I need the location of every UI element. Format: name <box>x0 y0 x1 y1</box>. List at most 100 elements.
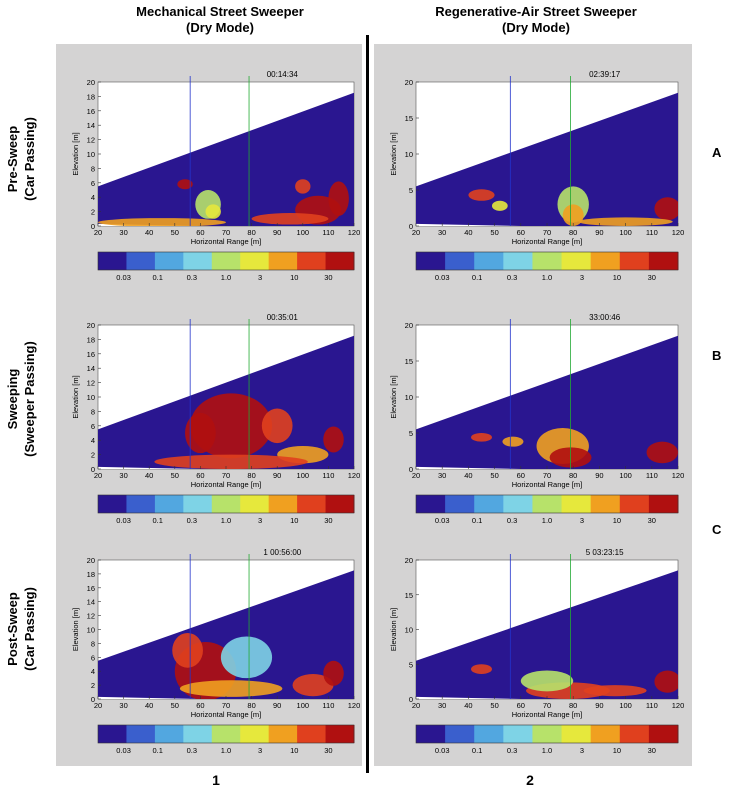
x-tick-label: 30 <box>119 701 127 710</box>
column-number-2: 2 <box>526 772 534 788</box>
colorbar-segment <box>126 495 156 513</box>
y-tick-label: 8 <box>91 407 95 416</box>
x-tick-label: 90 <box>595 701 603 710</box>
y-tick-label: 0 <box>91 465 95 474</box>
x-axis-label: Horizontal Range [m] <box>512 710 582 719</box>
y-tick-label: 10 <box>405 626 413 635</box>
colorbar-segment <box>268 495 298 513</box>
colorbar-tick-label: 10 <box>290 273 298 282</box>
plume-region <box>502 436 524 447</box>
x-tick-label: 90 <box>273 471 281 480</box>
x-tick-label: 110 <box>322 701 334 710</box>
plume-region <box>471 664 492 674</box>
colorbar-tick-label: 3 <box>580 273 584 282</box>
y-tick-label: 12 <box>87 379 95 388</box>
x-tick-label: 110 <box>646 701 658 710</box>
y-axis-label: Elevation [m] <box>389 608 398 651</box>
y-tick-label: 15 <box>405 114 413 123</box>
colorbar-tick-label: 1.0 <box>542 273 552 282</box>
colorbar-segment <box>211 725 241 743</box>
colorbar-segment <box>325 495 355 513</box>
y-tick-label: 6 <box>91 422 95 431</box>
y-tick-label: 18 <box>87 335 95 344</box>
x-axis-label: Horizontal Range [m] <box>512 480 582 489</box>
plot-content <box>416 570 678 699</box>
y-tick-label: 5 <box>409 186 413 195</box>
colorbar-tick-label: 3 <box>258 516 262 525</box>
x-tick-label: 70 <box>222 228 230 237</box>
x-tick-label: 60 <box>196 471 204 480</box>
x-tick-label: 20 <box>412 471 420 480</box>
colorbar-segment <box>325 252 355 270</box>
y-tick-label: 6 <box>91 179 95 188</box>
colorbar-segment <box>416 725 446 743</box>
timestamp-label: 00:14:34 <box>267 70 299 79</box>
x-tick-label: 50 <box>490 228 498 237</box>
colorbar-segment <box>648 252 679 270</box>
column-header-subtitle: (Dry Mode) <box>186 20 254 35</box>
x-tick-label: 60 <box>196 228 204 237</box>
x-tick-label: 120 <box>348 701 361 710</box>
column-header-title: Regenerative-Air Street Sweeper <box>435 4 637 19</box>
x-tick-label: 120 <box>348 228 361 237</box>
colorbar-frame <box>415 724 679 744</box>
x-tick-label: 80 <box>247 471 255 480</box>
lidar-heatmap-1c: 1 00:56:00 0 2 4 6 8 10 12 14 16 18 20 20 30 40 50 60 70 8… <box>71 548 361 755</box>
y-tick-label: 8 <box>91 639 95 648</box>
colorbar-tick-label: 10 <box>613 516 621 525</box>
plume-region <box>328 181 349 216</box>
colorbar-segment <box>503 252 533 270</box>
x-tick-label: 60 <box>517 701 525 710</box>
lidar-heatmap-2b: 33:00:46 0 5 10 15 20 20 30 40 50 60 70 80 90 100 110 12… <box>389 313 684 525</box>
colorbar-segment <box>648 725 679 743</box>
x-axis-label: Horizontal Range [m] <box>512 237 582 246</box>
colorbar-tick-label: 0.3 <box>187 746 197 755</box>
plume-region <box>583 685 647 697</box>
plume-region <box>220 636 273 679</box>
colorbar-segment <box>561 495 592 513</box>
lidar-heatmap-2c: 5 03:23:15 0 5 10 15 20 20 30 40 50 60 70 80 90 100 110… <box>389 548 684 755</box>
y-tick-label: 20 <box>405 321 413 330</box>
row-letter-a: A <box>712 145 722 160</box>
x-tick-label: 20 <box>94 228 102 237</box>
x-tick-label: 60 <box>196 701 204 710</box>
x-tick-label: 30 <box>438 471 446 480</box>
x-axis-label: Horizontal Range [m] <box>191 480 261 489</box>
colorbar-segment <box>474 495 504 513</box>
y-tick-label: 0 <box>409 465 413 474</box>
colorbar-segment <box>445 252 475 270</box>
y-tick-label: 4 <box>91 193 95 202</box>
x-tick-label: 70 <box>543 701 551 710</box>
y-tick-label: 10 <box>405 150 413 159</box>
y-tick-label: 20 <box>87 321 95 330</box>
y-tick-label: 10 <box>405 393 413 402</box>
colorbar-segment <box>240 725 270 743</box>
y-tick-label: 0 <box>409 222 413 231</box>
colorbar-segment <box>474 725 504 743</box>
y-axis-label: Elevation [m] <box>71 608 80 651</box>
x-tick-label: 110 <box>646 471 658 480</box>
plume-region <box>177 179 193 190</box>
colorbar-segment <box>619 252 650 270</box>
x-tick-label: 110 <box>322 228 334 237</box>
colorbar-segment <box>532 495 563 513</box>
colorbar-tick-label: 0.3 <box>507 516 517 525</box>
x-tick-label: 90 <box>595 228 603 237</box>
y-tick-label: 20 <box>87 556 95 565</box>
colorbar-tick-label: 10 <box>290 516 298 525</box>
colorbar-tick-label: 0.1 <box>153 273 163 282</box>
plume-region <box>295 179 311 194</box>
x-tick-label: 90 <box>595 471 603 480</box>
colorbar-segment <box>297 495 327 513</box>
colorbar-segment <box>240 495 270 513</box>
x-tick-label: 80 <box>247 228 255 237</box>
colorbar-segment <box>619 495 650 513</box>
colorbar-segment <box>98 725 127 743</box>
y-tick-label: 18 <box>87 570 95 579</box>
colorbar-tick-label: 1.0 <box>221 273 231 282</box>
lidar-heatmap-2a: 02:39:17 0 5 10 15 20 20 30 40 50 60 70 80 90 100 110 12… <box>389 70 685 282</box>
column-header-subtitle: (Dry Mode) <box>502 20 570 35</box>
x-tick-label: 30 <box>438 701 446 710</box>
colorbar-segment <box>297 725 327 743</box>
x-tick-label: 120 <box>672 228 685 237</box>
